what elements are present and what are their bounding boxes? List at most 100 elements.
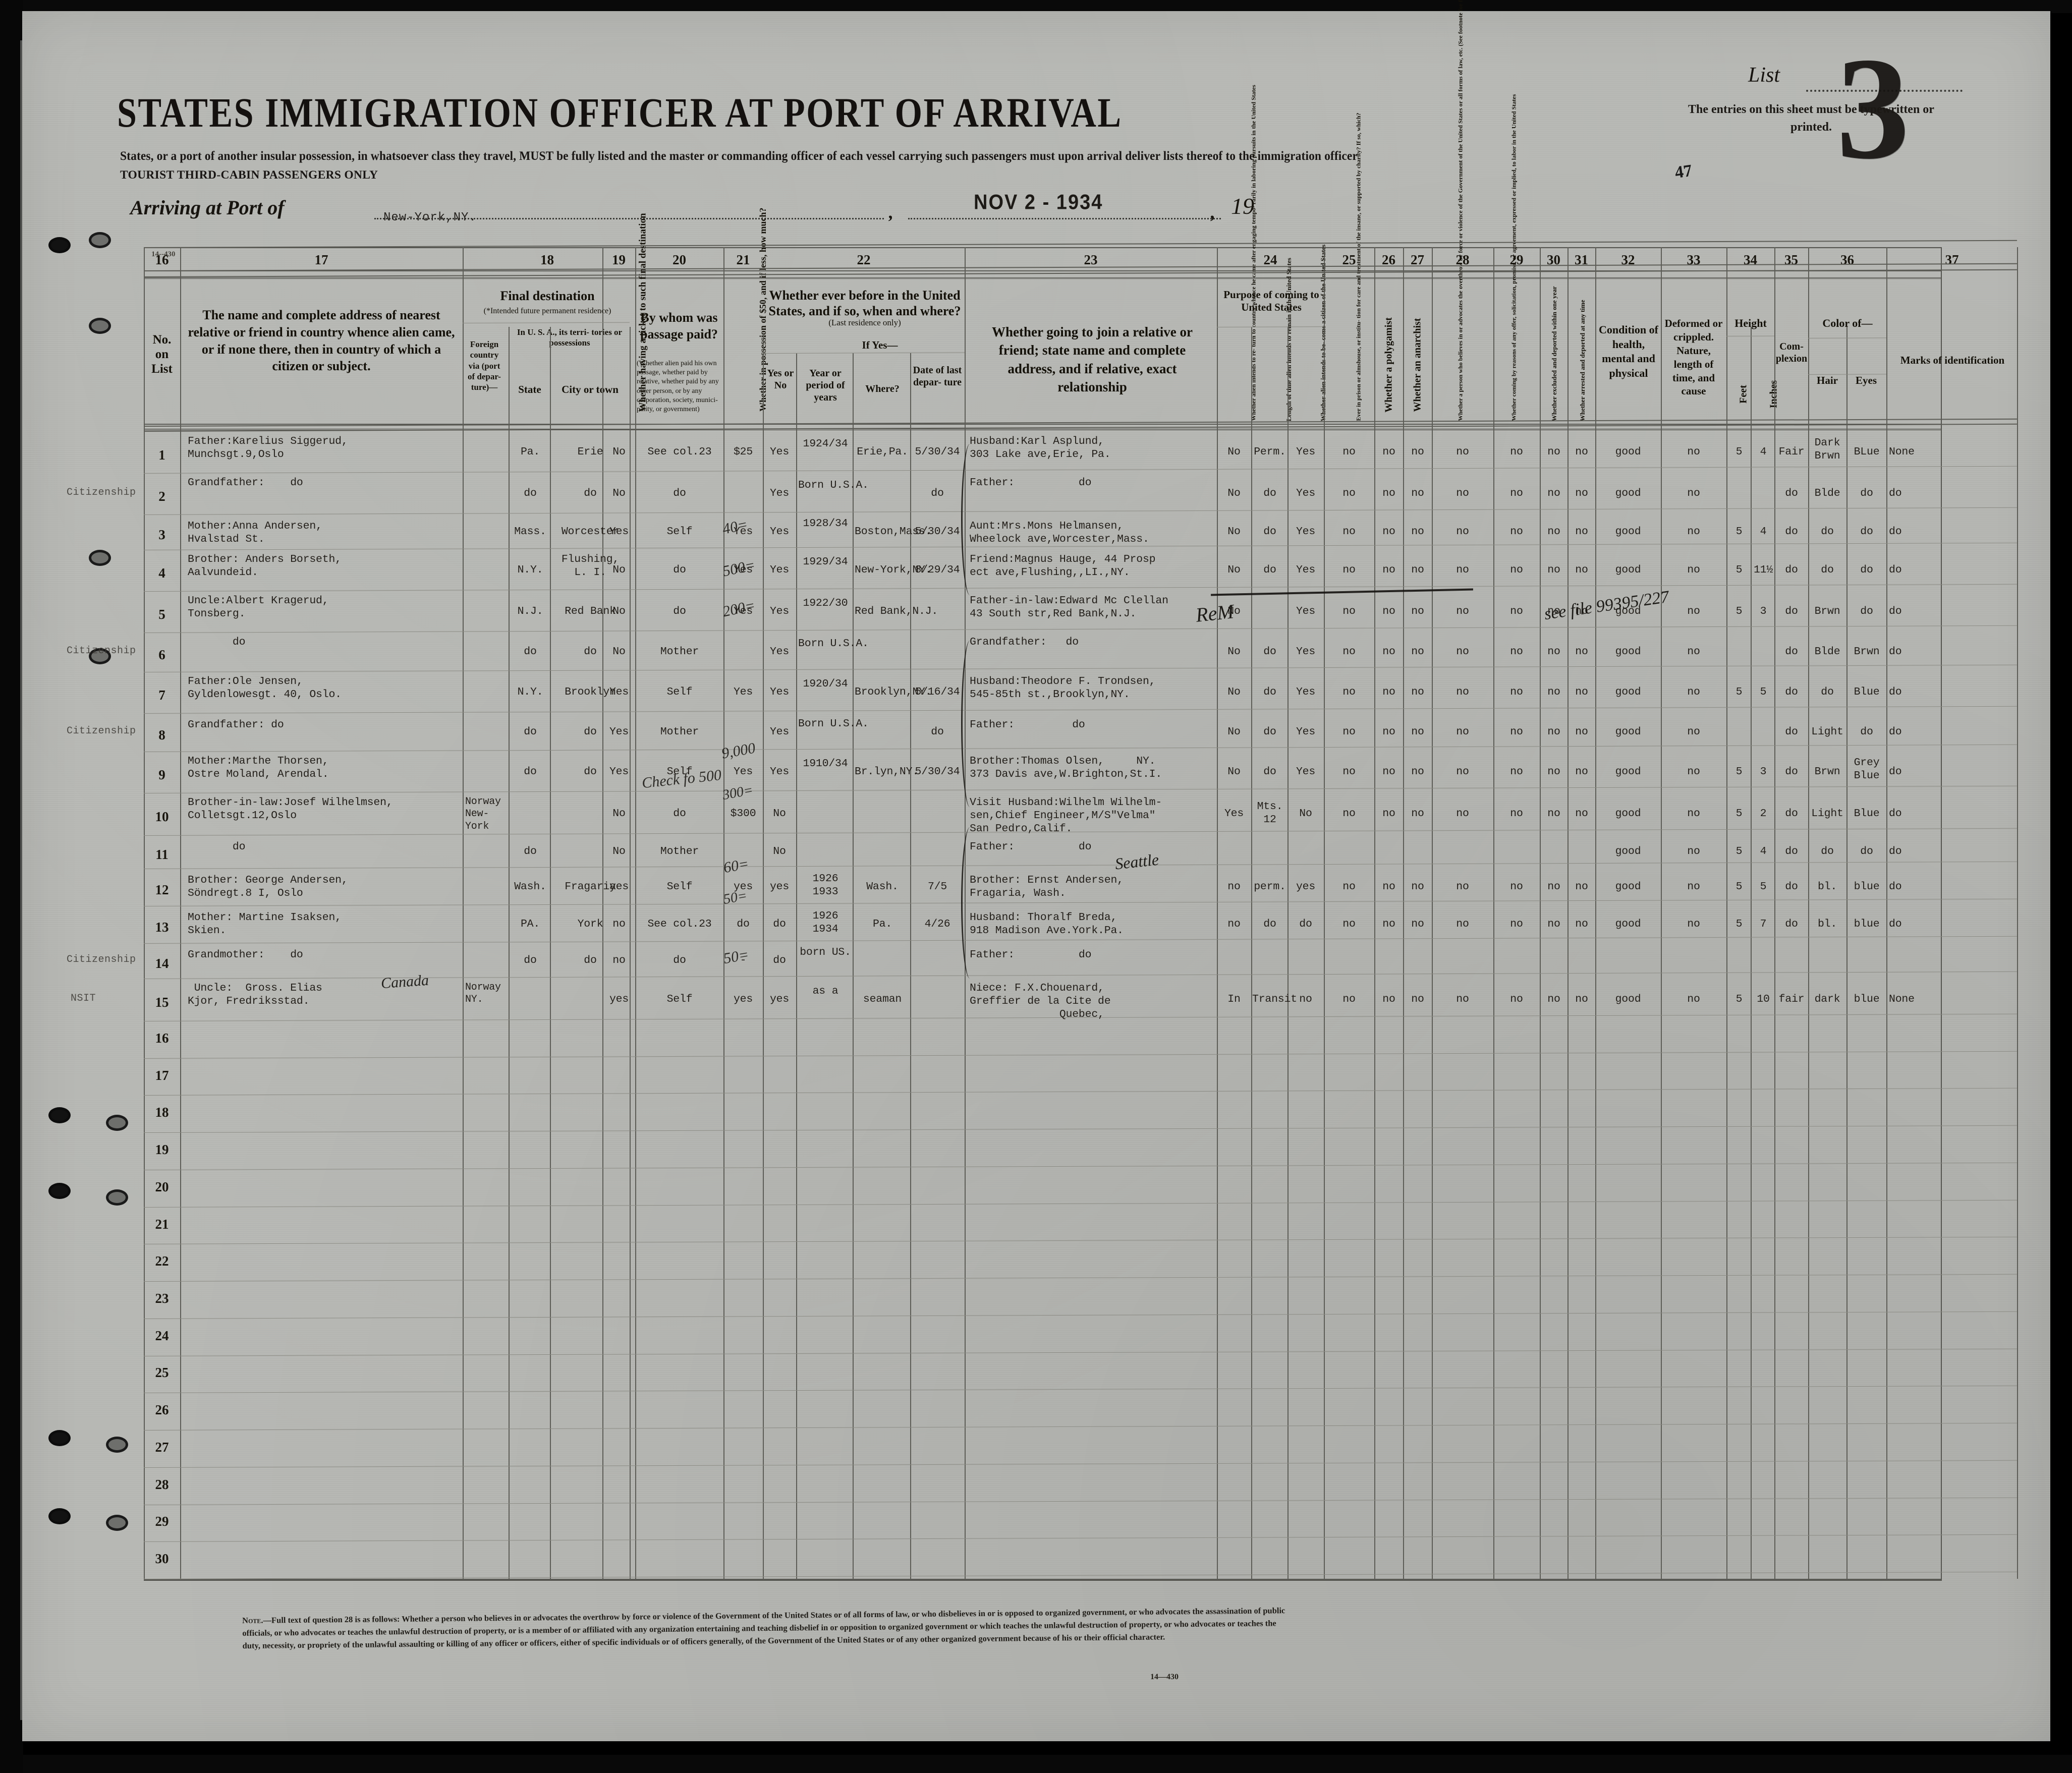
cell-eye-color: do [1860,845,1873,857]
cell-health-condition: good [1615,845,1641,857]
cell-height-inches: 5 [1760,881,1767,893]
cell-polygamist: no [1382,808,1395,820]
cell-joining-relative: Visit Husband:Wilhelm Wilhelm- sen,Chief… [970,796,1162,835]
cell-height-feet: 5 [1735,881,1743,893]
cell-ever-before-us: yes [769,993,790,1005]
column-rule [1374,247,1375,1579]
cell-joining-relative: Father: do [970,949,1092,961]
cell-has-ticket: Yes [609,726,629,738]
cell-deformed-crippled: no [1687,808,1700,820]
cell-health-condition: good [1615,993,1641,1005]
row-number: 11 [155,847,169,862]
cell-year-period: 1928/34 [803,518,848,530]
cell-date-departure: 4/26 [924,918,950,930]
cell-anarchist: no [1411,646,1424,658]
cell-eye-color: Blue [1854,808,1880,820]
col-number-33: 33 [1687,252,1701,267]
cell-length-of-stay: Mts. 12 [1257,800,1283,826]
cell-height-inches: 4 [1760,446,1767,458]
cell-health-condition: good [1615,564,1641,576]
row-number: 21 [155,1216,169,1232]
cell-ever-before-us: Yes [769,526,790,538]
header-rule [145,270,1941,271]
row-number: 2 [158,489,165,504]
row-number: 3 [158,527,165,542]
manifest-sheet [22,11,2050,1741]
col-number-22: 22 [857,252,871,267]
table-bottom-rule [145,1579,1941,1580]
column-rule [630,327,631,1579]
cell-has-ticket: Yes [609,766,629,778]
cell-overthrow-govt: no [1456,726,1469,738]
arriving-port-label: Arriving at Port of [130,196,285,219]
cell-length-of-stay: do [1263,726,1276,738]
cell-intends-citizen: Yes [1296,605,1316,617]
cell-contract-labor: no [1510,446,1523,458]
cell-prison-almshouse: no [1342,881,1356,893]
cell-complexion: do [1785,881,1798,893]
cell-foreign-country: Norway NY. [465,982,501,1006]
cell-has-ticket: yes [609,993,629,1005]
col-number-20: 20 [673,252,686,267]
cell-eye-color: Grey Blue [1854,757,1880,782]
col22-ifyes-header: If Yes— [862,339,898,351]
cell-intends-citizen: Yes [1296,686,1316,698]
cell-prison-almshouse: no [1342,526,1356,538]
cell-joining-relative: Father: do [970,841,1092,853]
col29-header: Whether coming by reasons of any offer, … [1510,94,1518,421]
cell-contract-labor: no [1510,526,1523,538]
cell-polygamist: no [1382,646,1395,658]
cell-hair-color: Blde [1814,646,1840,658]
cell-anarchist: no [1411,605,1424,617]
cell-health-condition: good [1615,446,1641,458]
cell-dest-state: N.J. [517,605,543,617]
cell-eye-color: do [1860,526,1873,538]
cell-intends-return: no [1227,918,1241,930]
cell-length-of-stay: do [1263,646,1276,658]
cell-excluded-deported: no [1547,993,1560,1005]
cell-overthrow-govt: no [1456,808,1469,820]
cell-eye-color: blue [1854,993,1880,1005]
cell-ever-before-us: Yes [769,446,790,458]
col36-hair-header: Hair [1817,374,1838,386]
cell-joining-relative: Father: do [970,719,1085,731]
col-number-24: 24 [1263,252,1277,267]
col22-yesno-header: Yes or No [767,368,794,391]
column-rule [910,353,911,1579]
column-rule [463,247,464,1579]
cell-anarchist: no [1411,726,1424,738]
cell-height-feet: 5 [1735,605,1743,617]
punch-hole [48,1508,71,1524]
cell-height-inches: 7 [1760,918,1767,930]
cell-deformed-crippled: no [1687,993,1700,1005]
cell-complexion: do [1785,766,1798,778]
cell-ever-before-us: do [773,954,786,966]
margin-citizenship-note: NSIT [71,993,96,1004]
cell-date-departure: 5/30/34 [915,766,960,778]
cell-contract-labor: no [1510,726,1523,738]
cell-complexion: do [1785,646,1798,658]
cell-eye-color: do [1860,605,1873,617]
cell-where: Boston,Mass. [855,526,932,538]
cell-complexion: Fair [1778,446,1805,458]
cell-ever-before-us: Yes [769,686,790,698]
cell-health-condition: good [1615,918,1641,930]
cell-marks-identification: do [1889,766,1902,778]
col-number-37: 37 [1945,252,1959,267]
cell-hair-color: Blde [1814,487,1840,499]
row-number: 7 [158,688,165,703]
cell-length-of-stay: do [1263,564,1276,576]
cell-money-possessed: Yes [733,686,753,698]
cell-passage-paid-by: Self [666,766,693,778]
row-number: 30 [155,1551,169,1567]
cell-nearest-relative: Father:Ole Jensen, Gyldenlowesgt. 40, Os… [188,675,342,701]
col31-header: Whether arrested and deported at any tim… [1578,300,1586,422]
punch-hole [106,1115,128,1131]
cell-dest-city: do [584,954,597,966]
cell-hair-color: do [1821,845,1834,857]
cell-arrested-deported: no [1575,726,1588,738]
col23-header: Whether going to join a relative or frie… [992,324,1193,395]
cell-has-ticket: No [612,446,626,458]
col-number-19: 19 [612,252,626,267]
cell-intends-return: No [1227,446,1241,458]
